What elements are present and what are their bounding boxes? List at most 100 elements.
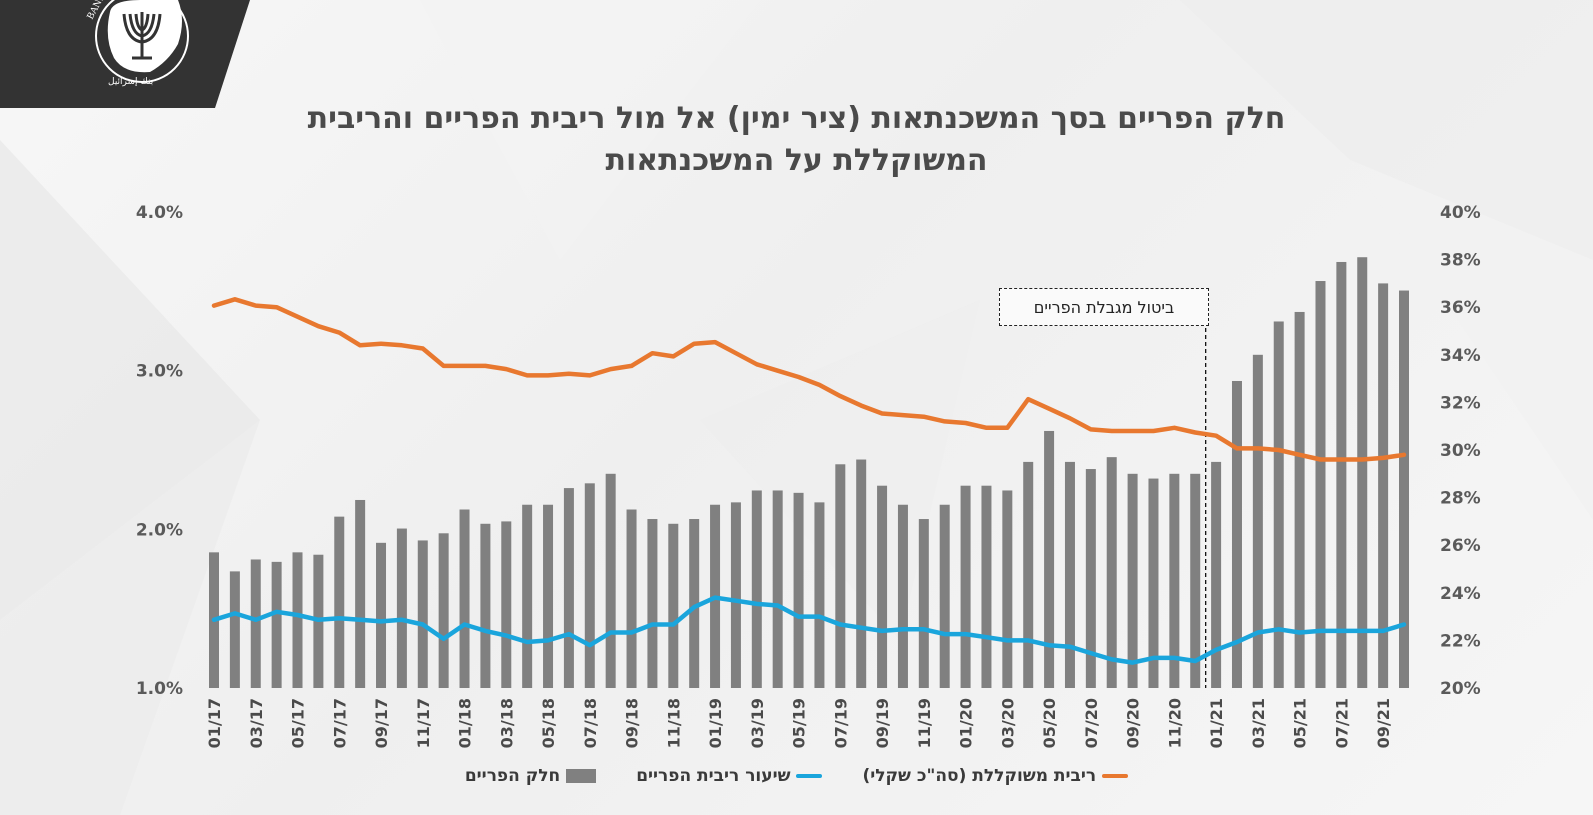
bar-prime-share-09/19 (877, 485, 888, 688)
bar-prime-share-03/17 (250, 559, 261, 688)
bar-prime-share-06/21 (1315, 281, 1326, 688)
bar-prime-share-04/19 (772, 490, 783, 688)
legend-label-weighted-rate: ריבית משוקללת (סה"כ שקלי) (862, 766, 1097, 786)
x-tick-label: 05/20 (1040, 698, 1059, 748)
x-tick-label: 07/17 (330, 698, 349, 748)
x-tick-label: 01/20 (957, 698, 976, 748)
legend-swatch-prime-share (566, 769, 597, 783)
bar-prime-share-05/17 (292, 552, 303, 688)
x-tick-label: 09/17 (372, 698, 391, 748)
bar-prime-share-07/21 (1336, 261, 1347, 688)
right-tick-label: 34% (1440, 346, 1481, 366)
bar-prime-share-06/19 (814, 502, 825, 688)
legend-label-prime-share: חלק הפריים (464, 766, 561, 786)
bar-prime-share-10/19 (897, 504, 908, 688)
chart-title: חלק הפריים בסך המשכנתאות (ציר ימין) אל מ… (0, 98, 1593, 182)
annotation-label: ביטול מגבלת הפריים (999, 288, 1209, 326)
right-tick-label: 36% (1440, 298, 1481, 318)
bar-prime-share-07/18 (584, 483, 595, 688)
right-tick-label: 20% (1440, 679, 1481, 699)
right-tick-label: 38% (1440, 251, 1481, 271)
bar-prime-share-05/19 (793, 492, 804, 688)
chart-legend: ריבית משוקללת (סה"כ שקלי) שיעור ריבית הפ… (0, 766, 1593, 786)
legend-swatch-weighted-rate (1102, 774, 1129, 778)
right-tick-label: 28% (1440, 489, 1481, 509)
bank-of-israel-logo: BANK OF ISRAEL بنك إسرائيل (0, 0, 250, 108)
x-tick-label: 09/19 (873, 698, 892, 748)
x-tick-label: 07/21 (1332, 698, 1351, 748)
bar-prime-share-05/18 (543, 504, 554, 688)
x-tick-label: 09/21 (1374, 698, 1393, 748)
right-axis-ticks: 40% 38% 36% 34% 32% 30% 28% 26% 24% 22% 20% (1440, 203, 1481, 699)
right-tick-label: 40% (1440, 203, 1481, 223)
x-tick-label: 01/19 (706, 698, 725, 748)
legend-item-prime-share: חלק הפריים (464, 766, 597, 786)
right-tick-label: 26% (1440, 536, 1481, 556)
bar-prime-share-08/18 (605, 473, 616, 688)
bar-prime-share-04/20 (1023, 461, 1034, 688)
bar-prime-share-11/20 (1169, 473, 1180, 688)
x-tick-label: 03/17 (247, 698, 266, 748)
bar-prime-share-02/21 (1231, 380, 1242, 688)
bar-prime-share-12/20 (1190, 473, 1201, 688)
x-tick-label: 05/18 (539, 698, 558, 748)
bar-prime-share-04/17 (271, 561, 282, 688)
left-tick-label: 3.0% (136, 362, 183, 382)
bar-prime-share-05/20 (1044, 430, 1055, 688)
bar-prime-share-01/20 (960, 485, 971, 688)
bar-prime-share-08/20 (1106, 457, 1117, 688)
legend-item-prime-rate: שיעור ריבית הפריים (636, 766, 823, 786)
bar-prime-share-02/19 (730, 502, 741, 688)
x-tick-label: 07/18 (581, 698, 600, 748)
left-axis-ticks: 4.0% 3.0% 2.0% 1.0% (136, 203, 183, 699)
bar-prime-share-01/18 (459, 509, 470, 688)
bar-prime-share-03/18 (501, 521, 512, 688)
bar-prime-share-09/18 (626, 509, 637, 688)
legend-item-weighted-rate: ריבית משוקללת (סה"כ שקלי) (862, 766, 1129, 786)
bar-prime-share-03/19 (751, 490, 762, 688)
x-axis-ticks: 01/17 03/17 05/17 07/17 09/17 11/17 01/18 03/18… (205, 698, 1393, 748)
x-tick-label: 01/18 (456, 698, 475, 748)
bar-prime-share-09/21 (1378, 283, 1389, 688)
x-tick-label: 01/17 (205, 698, 224, 748)
x-tick-label: 01/21 (1207, 698, 1226, 748)
bar-prime-share-04/21 (1273, 321, 1284, 688)
bar-prime-share-06/18 (563, 488, 574, 688)
left-tick-label: 2.0% (136, 520, 183, 540)
bar-prime-share-11/18 (668, 523, 679, 688)
bar-prime-share-11/17 (417, 540, 428, 688)
chart-title-line-2: המשוקללת על המשכנתאות (605, 143, 988, 178)
right-tick-label: 24% (1440, 584, 1481, 604)
line-prime-rate (211, 595, 1407, 665)
left-tick-label: 4.0% (136, 203, 183, 223)
x-tick-label: 05/17 (289, 698, 308, 748)
logo-arabic-text: بنك إسرائيل (108, 77, 153, 87)
line-series (211, 297, 1407, 665)
x-tick-label: 07/19 (831, 698, 850, 748)
bar-prime-share-02/20 (981, 485, 992, 688)
bar-prime-share-06/20 (1064, 461, 1075, 688)
x-tick-label: 03/20 (998, 698, 1017, 748)
line-weighted-rate (211, 297, 1407, 462)
bar-prime-share-02/17 (229, 571, 240, 688)
bar-prime-share-10/21 (1399, 290, 1409, 688)
legend-swatch-prime-rate (796, 774, 823, 778)
bar-prime-share-10/17 (396, 528, 407, 688)
bar-prime-share-07/20 (1085, 469, 1096, 688)
x-tick-label: 11/17 (414, 698, 433, 748)
bar-prime-share-08/17 (355, 499, 366, 688)
x-tick-label: 09/20 (1124, 698, 1143, 748)
x-tick-label: 11/20 (1165, 698, 1184, 748)
x-tick-label: 11/18 (664, 698, 683, 748)
legend-label-prime-rate: שיעור ריבית הפריים (636, 766, 791, 786)
bar-prime-share-12/18 (689, 519, 700, 688)
bar-prime-share-09/20 (1127, 473, 1138, 688)
bar-prime-share-02/18 (480, 523, 491, 688)
bar-prime-share-08/19 (856, 459, 867, 688)
bar-prime-share-03/20 (1002, 490, 1013, 688)
x-tick-label: 07/20 (1082, 698, 1101, 748)
bar-prime-share-11/19 (918, 519, 929, 688)
bar-prime-share-12/19 (939, 504, 950, 688)
bar-prime-share-05/21 (1294, 311, 1305, 688)
x-tick-label: 11/19 (915, 698, 934, 748)
